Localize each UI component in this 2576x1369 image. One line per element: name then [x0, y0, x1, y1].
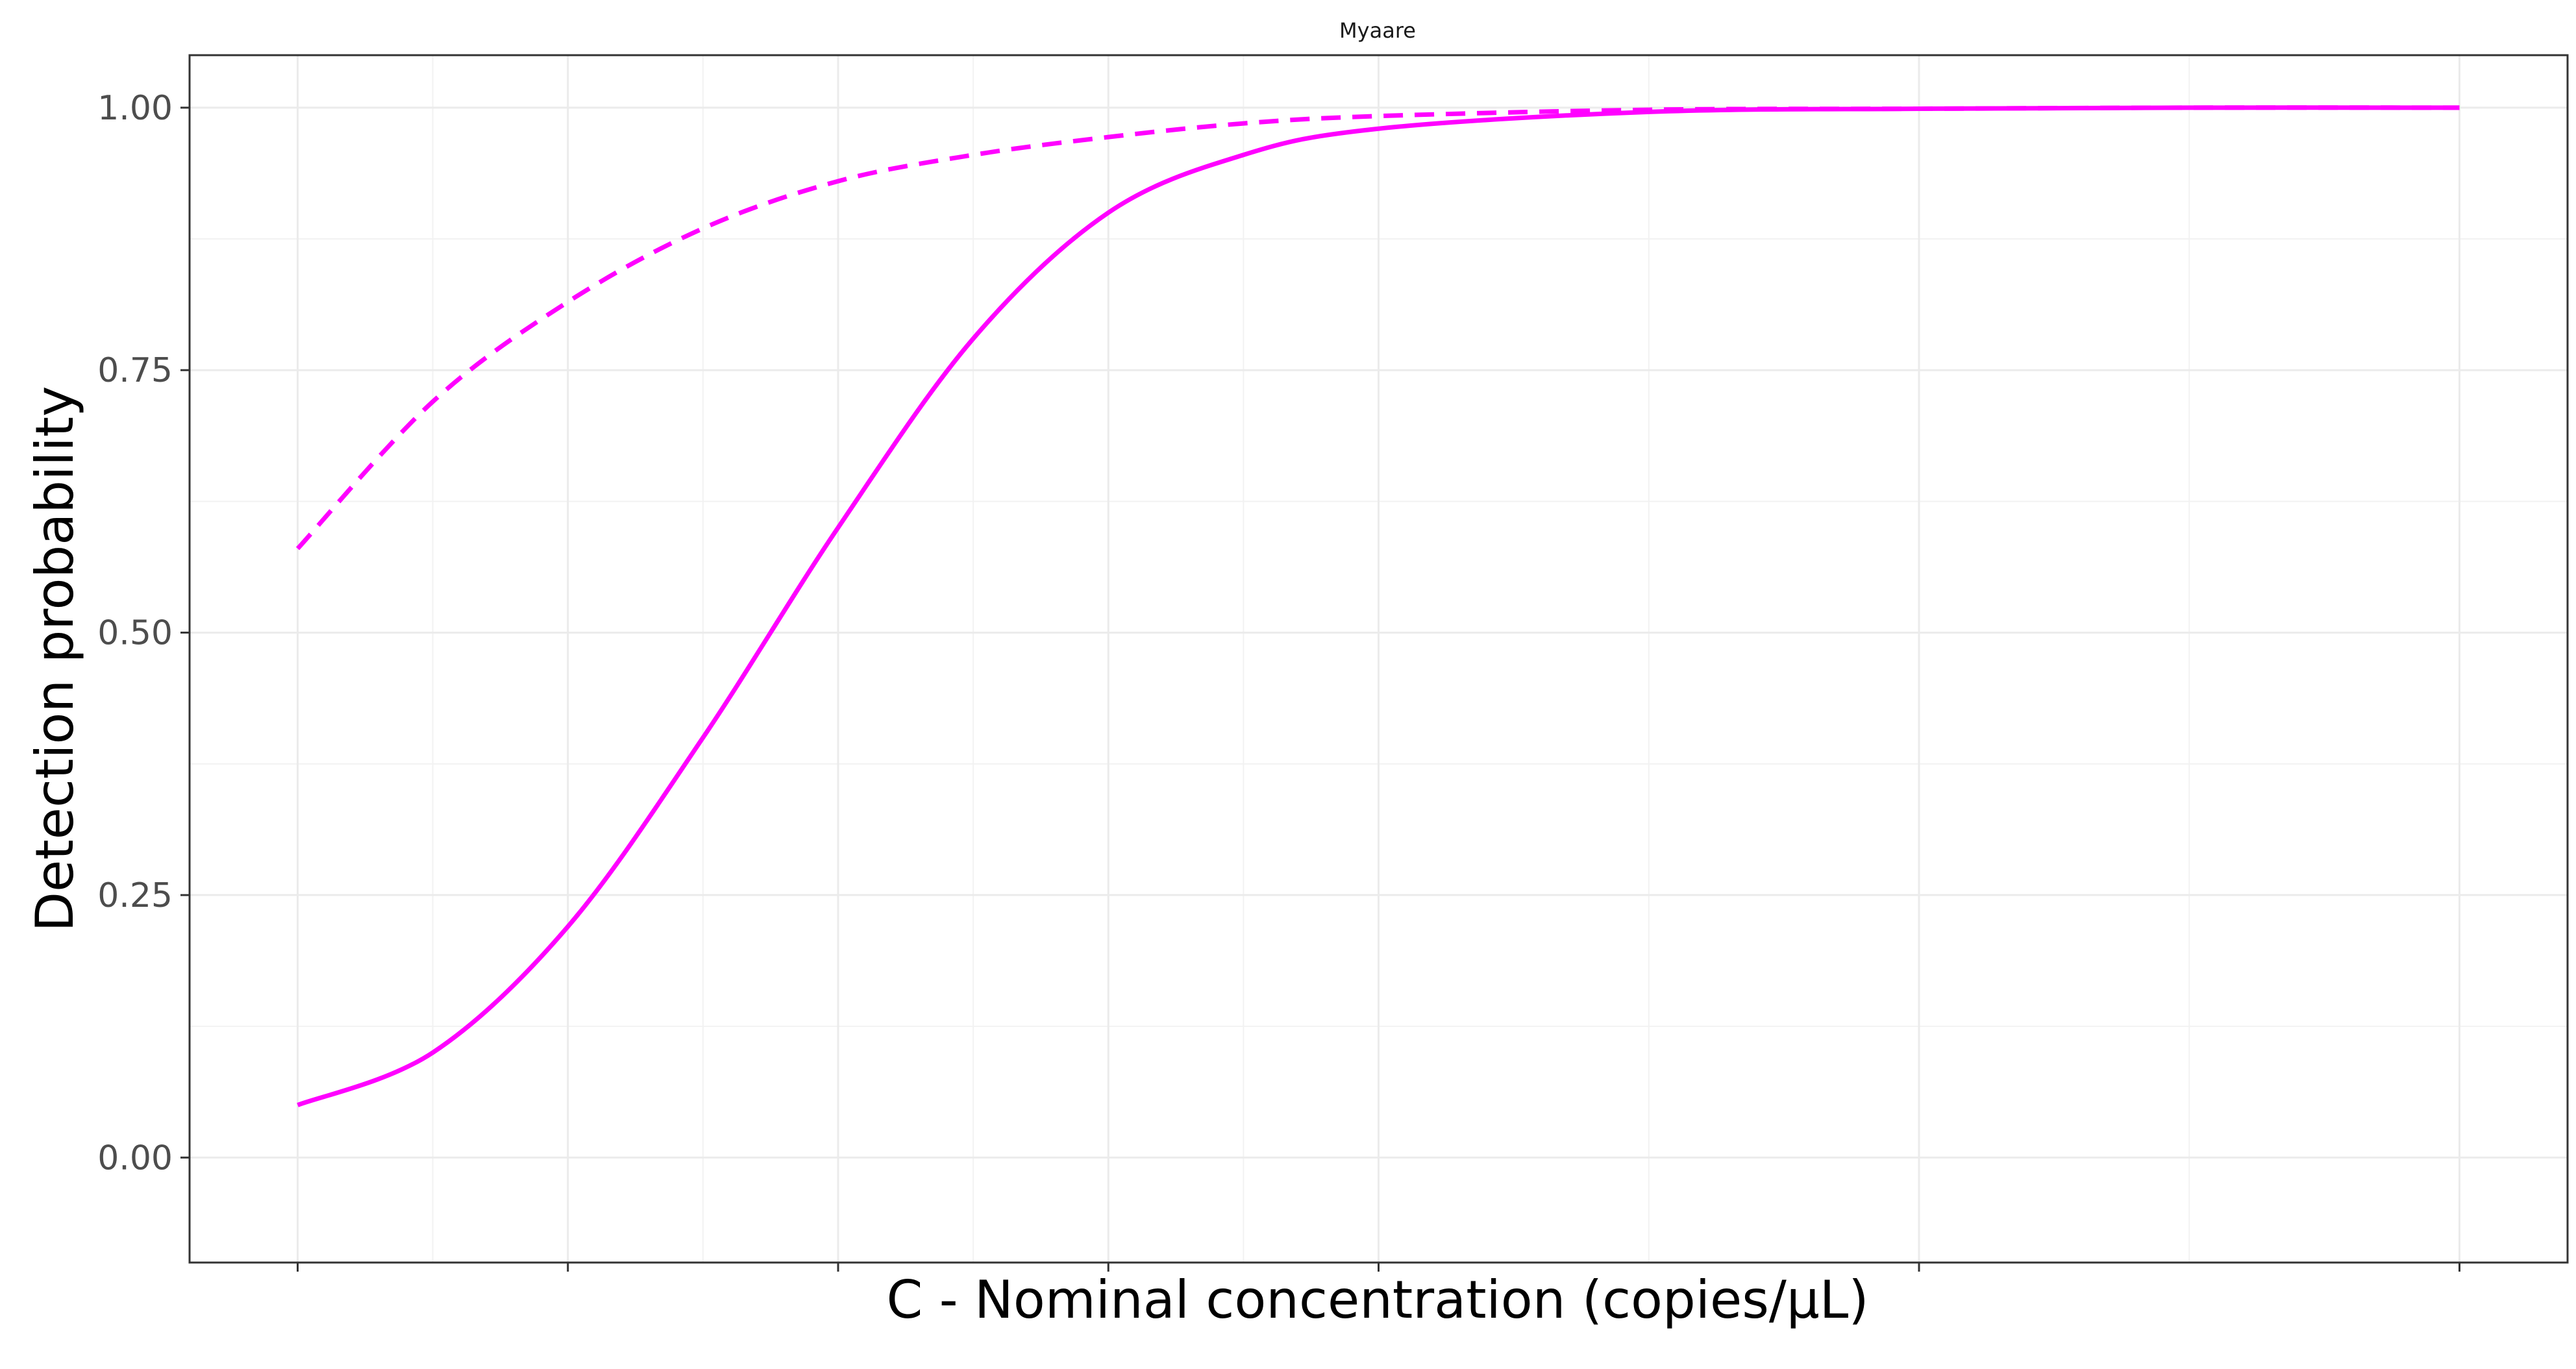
- y-tick-label: 0.00: [97, 1139, 173, 1178]
- grid-layer: [190, 55, 2568, 1263]
- y-tick-label: 0.25: [97, 876, 173, 915]
- y-tick-label: 1.00: [97, 89, 173, 128]
- y-tick-label: 0.50: [97, 614, 173, 653]
- x-axis-title: C - Nominal concentration (copies/µL): [886, 1270, 1868, 1330]
- series-line-solid: [297, 105, 2460, 1107]
- y-tick-label: 0.75: [97, 351, 173, 390]
- chart-title: Myaare: [1339, 18, 1416, 43]
- axis-layer: 0.00 0.25 0.50 0.75 1.00: [97, 89, 2460, 1272]
- series-layer: [295, 105, 2460, 1107]
- y-axis-title: Detection probability: [25, 386, 85, 932]
- series-line-dashed: [295, 105, 2460, 550]
